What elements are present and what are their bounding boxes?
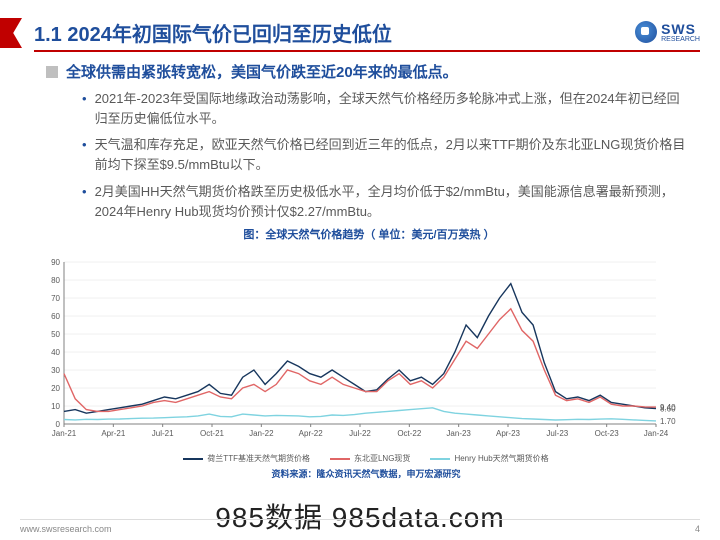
square-bullet-icon: [46, 66, 58, 78]
svg-text:50: 50: [51, 330, 60, 339]
line-chart: 0 10 20 30 40 50 60 70 80 90 Jan-21 Apr-21 Jul-21 Oct…: [36, 256, 696, 466]
footer-url: www.swsresearch.com: [20, 524, 112, 534]
bullet-text: 2月美国HH天然气期货价格跌至历史极低水平，全月均价低于$2/mmBtu，美国能…: [95, 182, 692, 222]
svg-text:90: 90: [51, 258, 60, 267]
svg-text:70: 70: [51, 294, 60, 303]
legend-label: 东北亚LNG现货: [354, 453, 410, 464]
svg-text:80: 80: [51, 276, 60, 285]
svg-text:Jan-22: Jan-22: [249, 429, 274, 438]
bullet-item: •2021年-2023年受国际地缘政治动荡影响，全球天然气价格经历多轮脉冲式上涨…: [82, 89, 692, 129]
svg-text:9.40: 9.40: [660, 403, 676, 412]
bullet-dot-icon: •: [82, 182, 87, 222]
slide-footer: www.swsresearch.com 4: [20, 519, 700, 534]
chart-title: 图：全球天然气价格趋势（ 单位：美元/百万英热 ）: [46, 226, 692, 242]
svg-text:Apr-23: Apr-23: [496, 429, 521, 438]
svg-text:60: 60: [51, 312, 60, 321]
svg-text:Oct-23: Oct-23: [595, 429, 620, 438]
svg-text:Apr-21: Apr-21: [101, 429, 126, 438]
legend-item: 荷兰TTF基准天然气期货价格: [183, 453, 310, 464]
lead-row: 全球供需由紧张转宽松，美国气价跌至近20年来的最低点。: [46, 62, 692, 83]
logo-sub-text: RESEARCH: [661, 36, 700, 43]
legend-item: 东北亚LNG现货: [330, 453, 410, 464]
legend-swatch: [330, 458, 350, 460]
bullet-text: 2021年-2023年受国际地缘政治动荡影响，全球天然气价格经历多轮脉冲式上涨，…: [95, 89, 692, 129]
svg-text:Jan-23: Jan-23: [446, 429, 471, 438]
svg-text:Jul-22: Jul-22: [349, 429, 371, 438]
brand-logo: SWS RESEARCH: [635, 21, 700, 43]
chart-source: 资料来源：隆众资讯天然气数据，申万宏源研究: [36, 467, 696, 480]
svg-text:10: 10: [51, 402, 60, 411]
slide-title: 1.1 2024年初国际气价已回归至历史低位: [34, 18, 392, 47]
svg-text:Oct-21: Oct-21: [200, 429, 225, 438]
lead-text: 全球供需由紧张转宽松，美国气价跌至近20年来的最低点。: [66, 62, 458, 83]
footer-page-number: 4: [695, 524, 700, 534]
svg-text:30: 30: [51, 366, 60, 375]
header-red-tab: [0, 18, 22, 48]
logo-icon: [635, 21, 657, 43]
bullet-dot-icon: •: [82, 135, 87, 175]
logo-main-text: SWS: [661, 22, 700, 36]
svg-text:Oct-22: Oct-22: [397, 429, 422, 438]
bullet-text: 天气温和库存充足，欧亚天然气价格已经回到近三年的低点，2月以来TTF期价及东北亚…: [95, 135, 692, 175]
legend-label: Henry Hub天然气期货价格: [454, 453, 548, 464]
bullet-item: •天气温和库存充足，欧亚天然气价格已经回到近三年的低点，2月以来TTF期价及东北…: [82, 135, 692, 175]
svg-text:Apr-22: Apr-22: [299, 429, 324, 438]
slide-header: 1.1 2024年初国际气价已回归至历史低位 SWS RESEARCH: [34, 18, 700, 52]
legend-item: Henry Hub天然气期货价格: [430, 453, 548, 464]
svg-text:0: 0: [56, 420, 61, 429]
chart-container: 0 10 20 30 40 50 60 70 80 90 Jan-21 Apr-21 Jul-21 Oct…: [36, 256, 696, 466]
svg-text:1.70: 1.70: [660, 417, 676, 426]
bullet-list: •2021年-2023年受国际地缘政治动荡影响，全球天然气价格经历多轮脉冲式上涨…: [82, 89, 692, 222]
bullet-dot-icon: •: [82, 89, 87, 129]
content-area: 全球供需由紧张转宽松，美国气价跌至近20年来的最低点。 •2021年-2023年…: [46, 62, 692, 242]
svg-text:40: 40: [51, 348, 60, 357]
svg-text:Jan-21: Jan-21: [52, 429, 77, 438]
chart-legend: 荷兰TTF基准天然气期货价格 东北亚LNG现货 Henry Hub天然气期货价格: [36, 453, 696, 464]
legend-swatch: [430, 458, 450, 460]
legend-swatch: [183, 458, 203, 460]
legend-label: 荷兰TTF基准天然气期货价格: [207, 453, 310, 464]
svg-text:Jul-21: Jul-21: [152, 429, 174, 438]
svg-text:20: 20: [51, 384, 60, 393]
svg-text:Jan-24: Jan-24: [644, 429, 669, 438]
svg-text:Jul-23: Jul-23: [546, 429, 568, 438]
bullet-item: •2月美国HH天然气期货价格跌至历史极低水平，全月均价低于$2/mmBtu，美国…: [82, 182, 692, 222]
